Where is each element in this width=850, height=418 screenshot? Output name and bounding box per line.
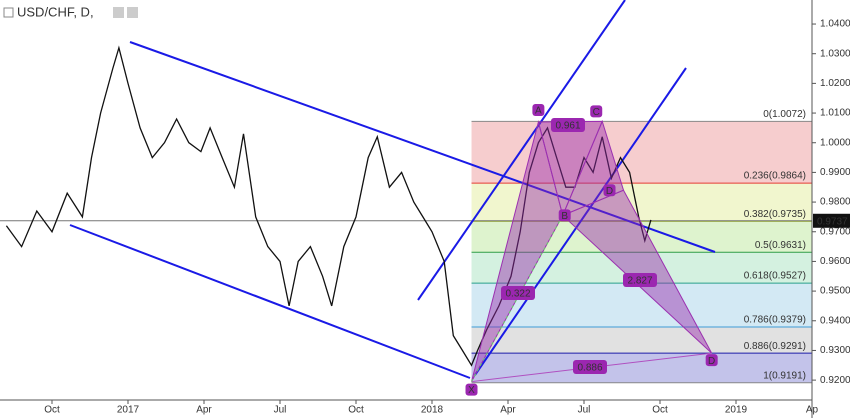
fib-band	[471, 353, 812, 383]
trend-lines	[69, 0, 716, 379]
settings-icon[interactable]	[113, 7, 124, 18]
x-tick-label: 2019	[725, 405, 748, 416]
fib-label: 1(0.9191)	[763, 370, 806, 381]
fib-band	[471, 327, 812, 354]
x-tick-label: Jul	[578, 405, 591, 416]
y-tick-label: 1.0100	[820, 108, 850, 119]
last-price-label: 0.9737	[817, 216, 848, 227]
y-tick-label: 0.9600	[820, 256, 850, 267]
fib-label: 0.786(0.9379)	[744, 315, 806, 326]
y-tick-label: 1.0300	[820, 48, 850, 59]
background-layer	[0, 23, 816, 404]
x-tick-label: Apr	[196, 405, 212, 416]
x-tick-label: 2018	[421, 405, 444, 416]
point-badge	[532, 103, 545, 116]
ratio-badge	[623, 273, 657, 287]
y-tick-label: 0.9800	[820, 197, 850, 208]
trend-line	[474, 67, 687, 376]
point-label: D	[708, 356, 715, 367]
point-badge	[465, 383, 478, 396]
x-tick-label: 2017	[117, 405, 140, 416]
fib-label: 0.5(0.9631)	[755, 240, 806, 251]
fib-label: 0.382(0.9735)	[744, 209, 806, 220]
y-tick-label: 0.9700	[820, 226, 850, 237]
point-label: X	[468, 385, 475, 396]
price-line	[5, 45, 652, 367]
point-badge	[590, 105, 603, 118]
y-tick-label: 1.0000	[820, 137, 850, 148]
trend-line	[417, 0, 626, 301]
y-tick-label: 0.9500	[820, 286, 850, 297]
point-label: D	[606, 186, 613, 197]
x-tick-label: Apr	[500, 405, 516, 416]
collapse-icon[interactable]	[3, 7, 14, 18]
x-tick-label: Ap	[806, 405, 819, 416]
ratio-badge	[501, 286, 535, 300]
point-label: C	[593, 107, 600, 118]
ratio-label: 0.886	[577, 363, 602, 374]
y-tick-label: 0.9400	[820, 315, 850, 326]
point-label: B	[561, 211, 568, 222]
x-tick-label: Oct	[44, 405, 60, 416]
fib-label: 0.618(0.9527)	[744, 271, 806, 282]
ratio-label: 2.827	[627, 276, 652, 287]
x-tick-label: Oct	[348, 405, 364, 416]
trend-line	[69, 224, 471, 379]
y-tick-label: 1.0400	[820, 19, 850, 30]
y-tick-label: 0.9900	[820, 167, 850, 178]
y-tick-label: 0.9300	[820, 345, 850, 356]
ratio-label: 0.961	[555, 121, 580, 132]
trend-line	[129, 41, 716, 253]
close-icon[interactable]	[127, 7, 138, 18]
fib-label: 0.886(0.9291)	[744, 341, 806, 352]
point-badge	[705, 354, 718, 367]
x-tick-label: Oct	[652, 405, 668, 416]
ratio-label: 0.322	[505, 289, 530, 300]
fib-label: 0.236(0.9864)	[744, 171, 806, 182]
pattern-xb	[471, 215, 564, 382]
point-badge	[603, 184, 616, 197]
chart-title: USD/CHF, D,	[17, 4, 94, 19]
last-price-tag	[813, 213, 850, 228]
y-tick-label: 1.0200	[820, 78, 850, 89]
point-label: A	[535, 106, 542, 117]
ratio-badge	[551, 118, 585, 132]
x-tick-label: Jul	[274, 405, 287, 416]
ratio-badge	[573, 360, 607, 374]
y-tick-label: 0.9200	[820, 375, 850, 386]
point-badge	[558, 209, 571, 222]
fib-label: 0(1.0072)	[763, 109, 806, 120]
fib-band	[471, 183, 812, 222]
